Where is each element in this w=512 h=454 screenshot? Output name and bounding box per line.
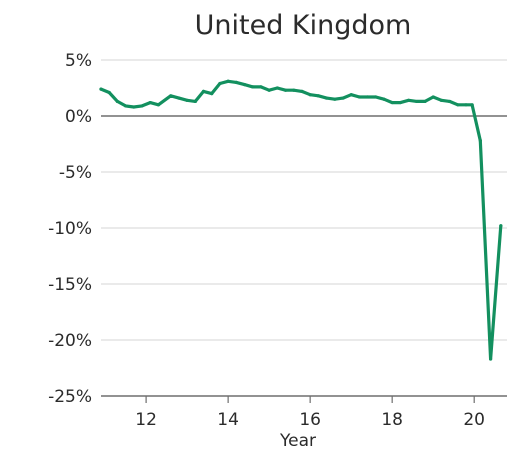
x-tick-label: 20 bbox=[463, 410, 485, 430]
data-point bbox=[210, 92, 214, 96]
data-point bbox=[478, 139, 482, 143]
x-axis-ticks: 12 14 16 18 20 bbox=[135, 396, 485, 430]
data-point bbox=[177, 96, 181, 100]
data-point bbox=[406, 98, 411, 102]
data-point bbox=[439, 98, 443, 102]
data-point bbox=[193, 99, 197, 104]
data-point bbox=[470, 103, 474, 107]
data-point bbox=[456, 103, 460, 107]
data-point bbox=[308, 93, 312, 97]
data-point bbox=[415, 99, 419, 104]
data-point bbox=[99, 87, 103, 91]
y-tick-label: -15% bbox=[48, 275, 92, 295]
data-point bbox=[447, 99, 452, 104]
data-point bbox=[275, 86, 279, 90]
data-point bbox=[382, 97, 386, 101]
y-tick-label: -5% bbox=[59, 163, 92, 183]
data-point bbox=[169, 94, 173, 98]
data-point bbox=[499, 224, 503, 228]
data-point bbox=[292, 88, 296, 92]
x-tick-label: 18 bbox=[381, 410, 403, 430]
data-point bbox=[423, 99, 427, 104]
data-point bbox=[140, 104, 144, 108]
data-point bbox=[251, 85, 255, 89]
data-point bbox=[300, 89, 304, 93]
data-point bbox=[242, 83, 247, 87]
series-line bbox=[99, 79, 503, 361]
data-point bbox=[398, 100, 402, 105]
data-point bbox=[132, 105, 136, 109]
data-point bbox=[316, 94, 320, 98]
data-point bbox=[218, 81, 222, 86]
series-layer bbox=[99, 79, 503, 361]
data-point bbox=[259, 85, 263, 89]
data-point bbox=[488, 357, 493, 361]
data-point bbox=[283, 88, 288, 92]
data-point bbox=[357, 95, 361, 99]
y-tick-label: 0% bbox=[65, 107, 92, 127]
data-point bbox=[374, 95, 378, 99]
data-point bbox=[390, 100, 394, 105]
data-point bbox=[431, 95, 435, 99]
data-point bbox=[234, 80, 238, 84]
y-tick-label: 5% bbox=[65, 51, 92, 71]
x-tick-label: 14 bbox=[217, 410, 239, 430]
data-point bbox=[107, 90, 111, 95]
data-point bbox=[324, 96, 329, 100]
x-tick-label: 16 bbox=[299, 410, 321, 430]
data-point bbox=[115, 99, 120, 104]
data-point bbox=[349, 93, 353, 97]
data-point bbox=[226, 79, 230, 83]
data-point bbox=[156, 103, 161, 107]
data-point bbox=[365, 95, 370, 99]
data-point bbox=[201, 89, 206, 93]
y-tick-label: -25% bbox=[48, 387, 92, 407]
data-point bbox=[267, 88, 271, 92]
data-point bbox=[341, 96, 345, 100]
y-tick-label: -20% bbox=[48, 331, 92, 351]
y-tick-label: -10% bbox=[48, 219, 92, 239]
x-axis-label: Year bbox=[279, 431, 316, 451]
chart-title: United Kingdom bbox=[195, 10, 412, 41]
grid bbox=[101, 59, 507, 397]
data-point bbox=[464, 103, 468, 107]
data-point bbox=[333, 97, 337, 101]
data-point bbox=[185, 98, 189, 102]
x-tick-label: 12 bbox=[135, 410, 157, 430]
data-point bbox=[124, 104, 128, 108]
y-axis-ticks: 5% 0% -5% -10% -15% -20% -25% bbox=[48, 51, 92, 407]
data-point bbox=[148, 100, 152, 105]
